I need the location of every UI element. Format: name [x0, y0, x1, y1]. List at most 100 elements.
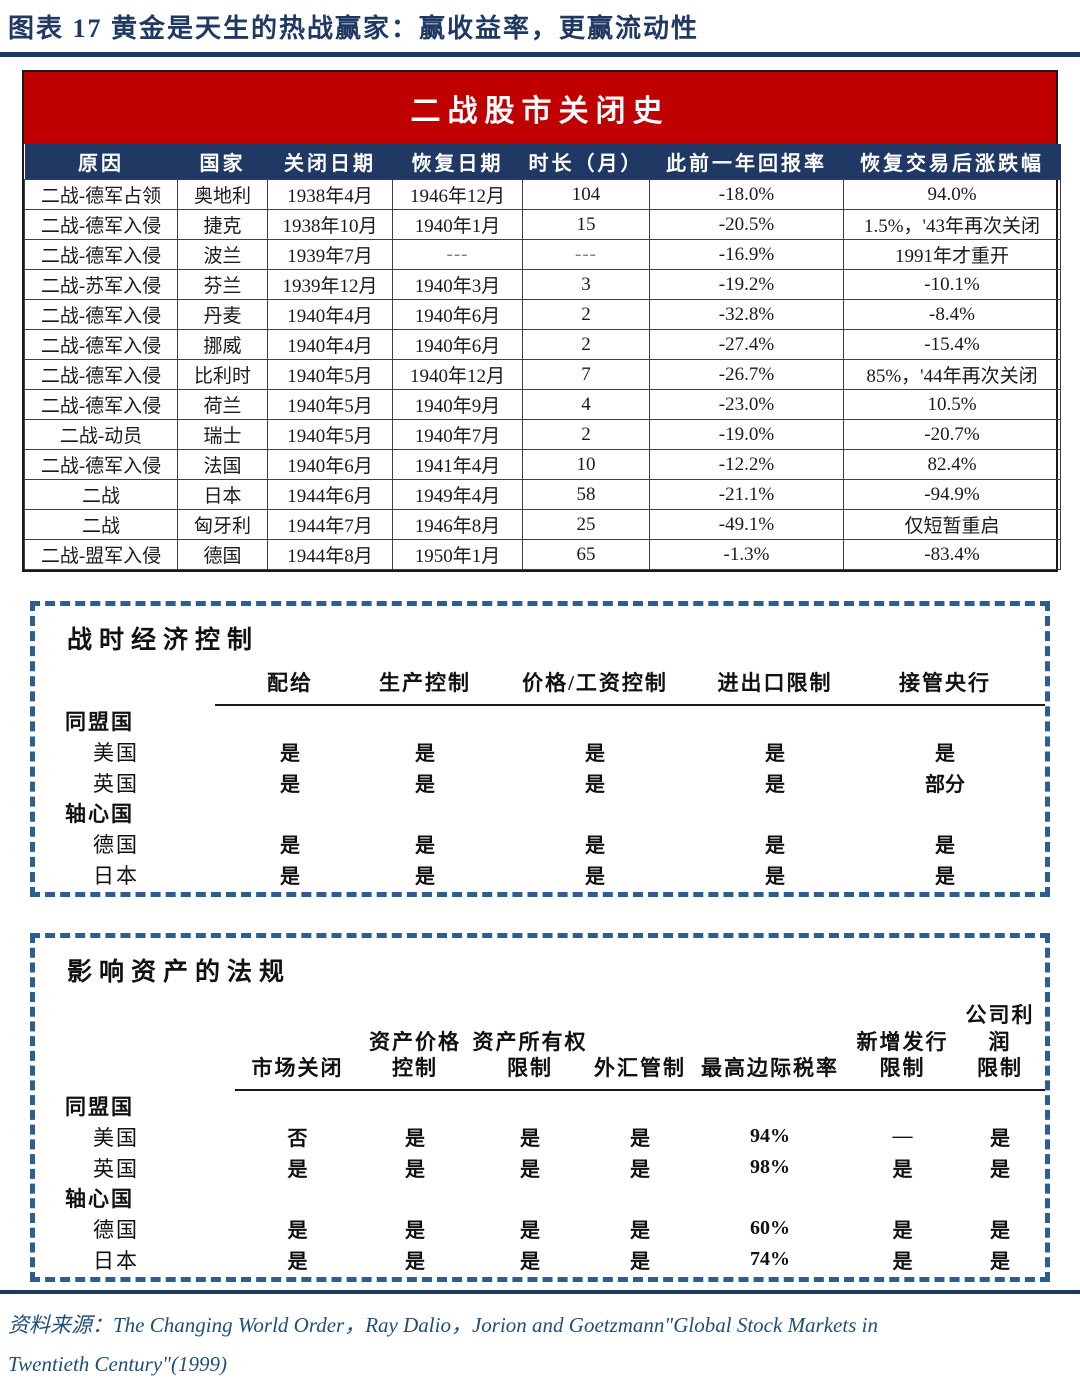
table-cell: -19.2%: [649, 269, 844, 300]
table-cell: -49.1%: [649, 509, 844, 540]
table-cell: 58: [522, 479, 650, 510]
table-cell: 3: [522, 269, 650, 300]
value-cell: 是: [990, 1128, 1010, 1150]
table-row: 二战-德军入侵 法国 1940年6月 1941年4月 10 -12.2% 82.4%: [24, 449, 1061, 480]
table-cell: 1944年8月: [267, 539, 393, 570]
column-header: 新增发行 限制: [850, 1000, 955, 1091]
table-cell: 法国: [177, 449, 268, 480]
column-header: 配给: [215, 668, 365, 707]
wartime-controls-box: 战时经济控制 配给 生产控制 价格/工资控制 进出口限制 接管央行 同盟国 美国是是是是是…: [30, 601, 1050, 898]
table-cell: 挪威: [177, 329, 268, 360]
value-cell: 是: [935, 866, 955, 889]
table-cell: -94.9%: [843, 479, 1061, 510]
table-row: 二战 日本 1944年6月 1949年4月 58 -21.1% -94.9%: [24, 479, 1061, 510]
table-cell: -26.7%: [649, 359, 844, 390]
table-cell: 15: [522, 209, 650, 240]
column-header: 市场关闭: [235, 1000, 360, 1091]
column-header: 关闭日期: [284, 153, 376, 175]
table-cell: 二战: [24, 509, 178, 540]
country-label: 日本: [93, 863, 139, 888]
asset-regulations-body: 同盟国 美国否是是是 94% — 是英国是是是是 98% 是是轴心国 德国是是是是 60% 是是日…: [35, 1090, 1045, 1275]
asset-regulations-box: 影响资产的法规 市场关闭 资产价格 控制 资产所有权 限制 外汇管制 最高边际税率 新增发…: [30, 933, 1050, 1282]
table-cell: -27.4%: [649, 329, 844, 360]
table-cell: 二战-德军占领: [24, 179, 178, 210]
table-row: 轴心国: [35, 1183, 1045, 1213]
table-cell: 1950年1月: [392, 539, 523, 570]
column-header: 时长（月）: [528, 153, 644, 175]
closure-header-row: 原因 国家 关闭日期 恢复日期 时长（月） 此前一年回报率 恢复交易后涨跌幅: [24, 144, 1061, 180]
table-cell: 二战-德军入侵: [24, 389, 178, 420]
value-cell: 是: [415, 774, 435, 797]
value-cell: 是: [280, 835, 300, 858]
table-cell: -20.7%: [843, 419, 1061, 450]
value-cell: 是: [630, 1220, 650, 1242]
table-row: 美国 是 是 是 是 是: [35, 736, 1045, 767]
table-cell: 1940年6月: [267, 449, 393, 480]
table-row: 二战-德军占领 奥地利 1938年4月 1946年12月 104 -18.0% 94.0%: [24, 179, 1061, 210]
table-cell: 仅短暂重启: [843, 509, 1061, 540]
asset-regulations-table: 市场关闭 资产价格 控制 资产所有权 限制 外汇管制 最高边际税率 新增发行 限制 公司利润…: [35, 1000, 1045, 1275]
value-cell: 是: [935, 743, 955, 766]
value-cell: 98%: [750, 1156, 790, 1178]
bottom-divider-rule: [0, 1290, 1080, 1294]
table-cell: 日本: [177, 479, 268, 510]
value-cell: 是: [520, 1220, 540, 1242]
table-row: 英国 是 是 是 是 部分: [35, 767, 1045, 798]
table-cell: 比利时: [177, 359, 268, 390]
value-cell: 是: [415, 835, 435, 858]
wartime-controls-table: 配给 生产控制 价格/工资控制 进出口限制 接管央行 同盟国 美国是是是是是英国是是是是部…: [35, 668, 1045, 890]
table-row: 二战-德军入侵 荷兰 1940年5月 1940年9月 4 -23.0% 10.5%: [24, 389, 1061, 420]
asset-regulations-title: 影响资产的法规: [67, 959, 292, 987]
table-row: 二战 匈牙利 1944年7月 1946年8月 25 -49.1% 仅短暂重启: [24, 509, 1061, 540]
table-cell: -10.1%: [843, 269, 1061, 300]
source-line-2: Twentieth Century"(1999): [8, 1351, 227, 1376]
source-line-1: 资料来源：The Changing World Order，Ray Dalio，…: [8, 1313, 878, 1337]
table-cell: 1940年4月: [267, 329, 393, 360]
table-cell: -83.4%: [843, 539, 1061, 570]
value-cell: 是: [405, 1251, 425, 1273]
table-cell: 1940年1月: [392, 209, 523, 240]
table-cell: 匈牙利: [177, 509, 268, 540]
group-label: 同盟国: [65, 1095, 134, 1119]
value-cell: 是: [405, 1159, 425, 1181]
table-row: 二战-苏军入侵 芬兰 1939年12月 1940年3月 3 -19.2% -10.1%: [24, 269, 1061, 300]
group-label: 同盟国: [65, 710, 134, 735]
value-cell: 是: [765, 774, 785, 797]
column-header: 外汇管制: [590, 1000, 690, 1091]
table-row: 德国 是 是 是 是 60% 是 是: [35, 1213, 1045, 1244]
column-header: 原因: [78, 153, 124, 175]
value-cell: 是: [892, 1251, 913, 1273]
table-cell: 1940年5月: [267, 359, 393, 390]
value-cell: —: [892, 1125, 913, 1147]
table-cell: 二战-德军入侵: [24, 329, 178, 360]
value-cell: 是: [415, 743, 435, 766]
value-cell: 是: [990, 1220, 1010, 1242]
table-row: 德国 是 是 是 是 是: [35, 828, 1045, 859]
table-cell: -23.0%: [649, 389, 844, 420]
column-header: 进出口限制: [705, 668, 845, 707]
country-label: 英国: [93, 771, 139, 796]
table-cell: 1946年8月: [392, 509, 523, 540]
table-cell: 104: [522, 179, 650, 210]
country-label: 德国: [93, 1217, 139, 1242]
table-row: 同盟国: [35, 1090, 1045, 1121]
value-cell: 是: [520, 1251, 540, 1273]
value-cell: 60%: [750, 1217, 790, 1239]
table-cell: 二战-德军入侵: [24, 239, 178, 270]
table-row: 二战-德军入侵 捷克 1938年10月 1940年1月 15 -20.5% 1.5%，'43…: [24, 209, 1061, 240]
table-cell: 波兰: [177, 239, 268, 270]
table-cell: 2: [522, 419, 650, 450]
table-cell: 4: [522, 389, 650, 420]
table-cell: 二战-盟军入侵: [24, 539, 178, 570]
table-cell: -8.4%: [843, 299, 1061, 330]
value-cell: 是: [585, 774, 605, 797]
table-cell: 1944年6月: [267, 479, 393, 510]
value-cell: 是: [585, 835, 605, 858]
table-cell: 1940年4月: [267, 299, 393, 330]
table-cell: 1940年6月: [392, 299, 523, 330]
value-cell: 是: [280, 743, 300, 766]
table-cell: 1940年6月: [392, 329, 523, 360]
table-row: 美国 否 是 是 是 94% — 是: [35, 1121, 1045, 1152]
column-header: 恢复交易后涨跌幅: [860, 153, 1044, 175]
